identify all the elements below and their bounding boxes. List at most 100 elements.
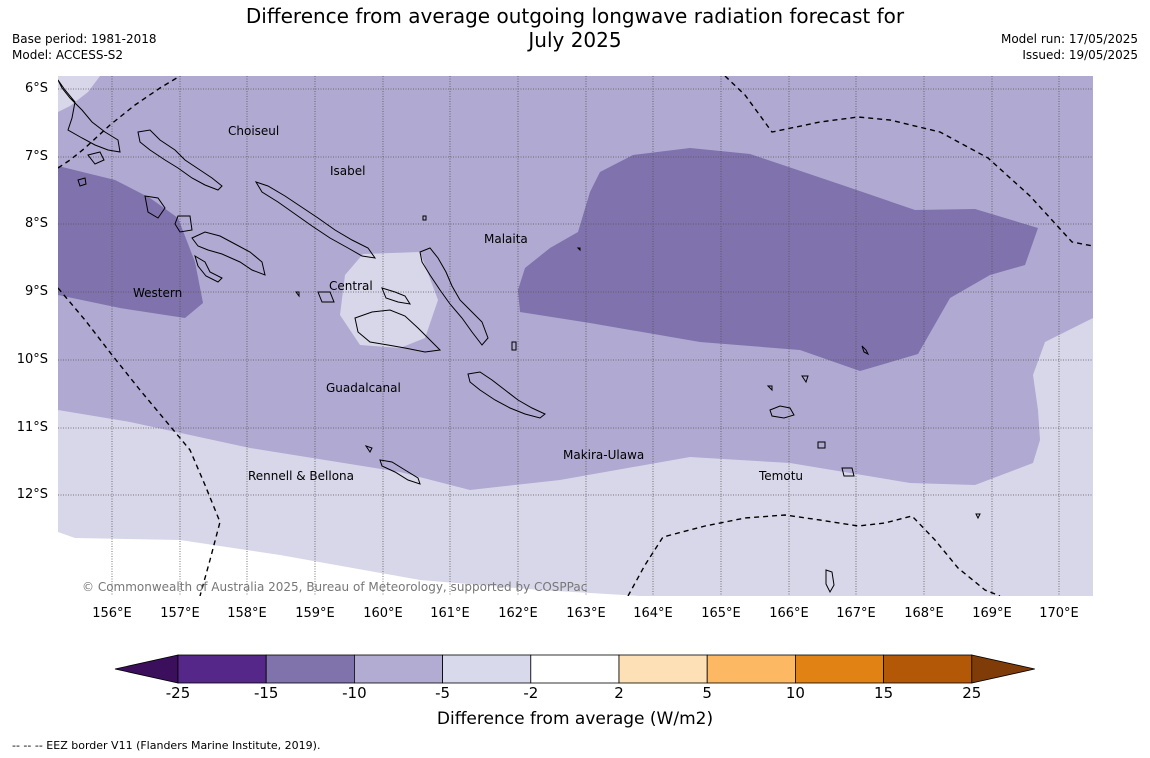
- lat-tick-label: 9°S: [24, 284, 48, 299]
- rennell-island: [379, 459, 421, 485]
- small-malaita: [511, 341, 517, 351]
- colorbar-tick-label: -25: [165, 684, 191, 702]
- colorbar-extend-high: [971, 654, 1035, 684]
- colorbar-title: Difference from average (W/m2): [436, 709, 714, 729]
- region-label-western: Western: [133, 286, 183, 300]
- guadalcanal-island: [354, 309, 442, 353]
- colorbar-extend-low: [114, 654, 179, 684]
- bougainville-island: [58, 79, 121, 153]
- lon-tick-label: 164°E: [633, 606, 673, 621]
- region-label-isabel: Isabel: [330, 164, 366, 178]
- russell-islands: [317, 291, 335, 303]
- colorbar-tick-label: 5: [702, 684, 712, 702]
- band-minus5-minus2-topleft: [58, 76, 100, 112]
- coastlines: [58, 79, 981, 594]
- colorbar-segment: [353, 654, 443, 684]
- colorbar-tick-label: -10: [342, 684, 367, 702]
- shortland-island: [87, 151, 105, 165]
- region-label-malaita: Malaita: [484, 232, 528, 246]
- lat-gridlines: [58, 88, 1093, 496]
- reef-islands: [766, 385, 773, 392]
- colorbar-tick-label: -15: [253, 684, 279, 702]
- isabel-island: [254, 181, 377, 259]
- lon-tick-label: 160°E: [363, 606, 403, 621]
- title-line-1: Difference from average outgoing longwav…: [245, 4, 905, 28]
- region-label-guadalcanal: Guadalcanal: [326, 381, 401, 395]
- region-label-temotu: Temotu: [759, 469, 804, 483]
- rendova-island: [194, 254, 223, 283]
- colorbar-segment: [618, 654, 708, 684]
- vanikoro-island: [817, 441, 826, 449]
- small-islet-c3: [576, 247, 581, 252]
- region-label-makira-ulawa: Makira-Ulawa: [563, 448, 645, 462]
- eez-png-north: [58, 76, 181, 169]
- vella-lavella-island: [144, 195, 166, 219]
- colorbar-tick-label: 25: [962, 684, 982, 702]
- lon-tick-label: 165°E: [701, 606, 741, 621]
- issued-label: Issued: 19/05/2025: [1022, 48, 1138, 62]
- colorbar-segment: [442, 654, 532, 684]
- florida-islands: [381, 287, 412, 305]
- lon-tick-label: 159°E: [295, 606, 335, 621]
- eez-legend-note: -- -- -- EEZ border V11 (Flanders Marine…: [12, 739, 321, 752]
- eez-southeast: [627, 514, 1001, 596]
- band-minus15-minus10-east: [518, 148, 1038, 371]
- santa-cruz-island: [769, 405, 795, 419]
- map-panel: [58, 76, 1093, 596]
- base-period-label: Base period: 1981-2018: [12, 32, 157, 46]
- colorbar-tick-label: -5: [435, 684, 451, 702]
- malaita-island: [419, 247, 489, 346]
- title-line-2: July 2025: [528, 28, 622, 52]
- colorbar-segment: [883, 654, 973, 684]
- lon-tick-label: 163°E: [566, 606, 606, 621]
- lon-tick-label: 161°E: [430, 606, 470, 621]
- region-label-central: Central: [329, 279, 373, 293]
- new-georgia-island: [191, 231, 266, 276]
- colorbar-segment: [706, 654, 796, 684]
- band-minus15-minus10-west: [58, 166, 203, 318]
- lat-tick-label: 7°S: [24, 149, 48, 164]
- lon-tick-label: 170°E: [1039, 606, 1079, 621]
- colorbar-tick-label: 10: [785, 684, 805, 702]
- region-label-choiseul: Choiseul: [228, 124, 280, 138]
- lon-gridlines: [111, 76, 1060, 596]
- colorbar-segment: [177, 654, 267, 684]
- colorbar-segment: [265, 654, 355, 684]
- colorbar-tick-label: 2: [614, 684, 624, 702]
- small-islet-e2: [825, 569, 835, 594]
- copyright-notice: © Commonwealth of Australia 2025, Bureau…: [82, 580, 588, 594]
- duff-islands: [801, 375, 809, 384]
- small-islet-w1: [77, 177, 87, 187]
- choiseul-island: [137, 129, 223, 191]
- lon-tick-label: 167°E: [836, 606, 876, 621]
- small-islet-e1: [861, 345, 870, 356]
- tikopia-island: [841, 467, 855, 477]
- small-islet-c2: [295, 291, 300, 298]
- chart-title: Difference from average outgoing longwav…: [0, 4, 1150, 52]
- colorbar-tick-label: -2: [523, 684, 539, 702]
- model-label: Model: ACCESS-S2: [12, 48, 124, 62]
- meta-left: Base period: 1981-2018 Model: ACCESS-S2: [12, 31, 157, 63]
- lon-tick-label: 166°E: [769, 606, 809, 621]
- model-run-label: Model run: 17/05/2025: [1000, 32, 1138, 46]
- small-islet-e3: [975, 513, 981, 520]
- colorbar-tick-label: 15: [874, 684, 894, 702]
- lon-tick-label: 168°E: [904, 606, 944, 621]
- lat-tick-label: 8°S: [24, 216, 48, 231]
- colorbar-segment: [795, 654, 885, 684]
- lat-tick-label: 12°S: [16, 487, 48, 502]
- eez-northeast: [724, 76, 1093, 247]
- lat-tick-label: 10°S: [16, 352, 48, 367]
- colorbar-segment: [530, 654, 620, 684]
- colorbar-segments: [114, 654, 1035, 684]
- small-islet-c1: [422, 215, 427, 221]
- band-minus2-plus2: [58, 532, 640, 596]
- lon-tick-label: 158°E: [227, 606, 267, 621]
- lon-tick-label: 162°E: [498, 606, 538, 621]
- eez-southwest: [58, 287, 221, 596]
- lon-tick-label: 156°E: [92, 606, 132, 621]
- makira-island: [467, 371, 546, 419]
- eez-borders: [58, 76, 1093, 596]
- lon-tick-label: 169°E: [972, 606, 1012, 621]
